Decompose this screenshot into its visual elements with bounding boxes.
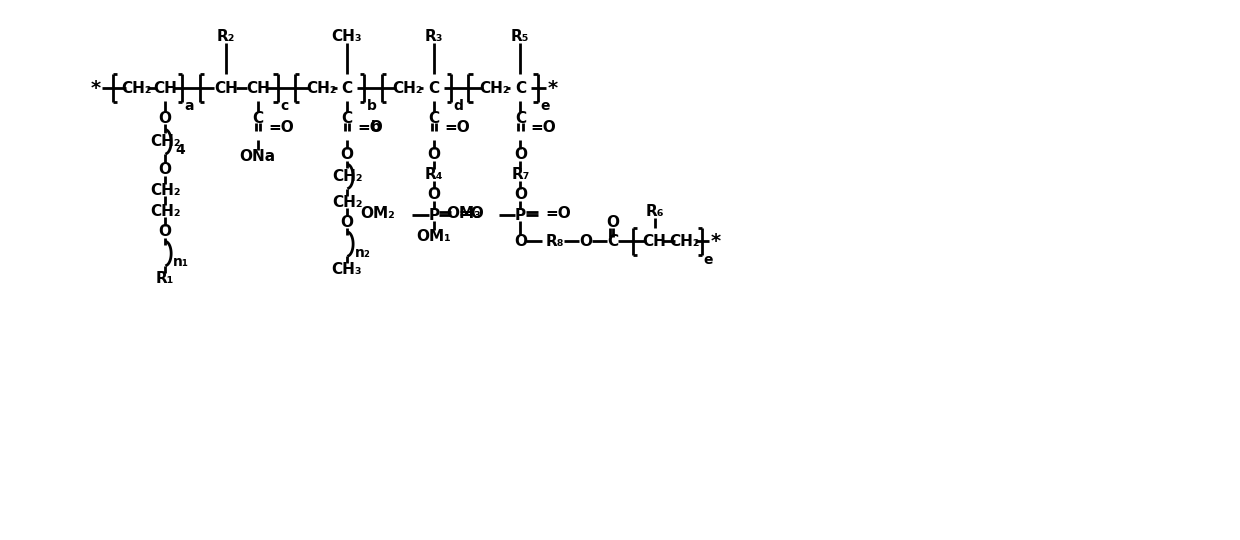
Text: P: P: [428, 208, 439, 223]
Text: C: C: [608, 234, 619, 249]
Text: CH: CH: [642, 234, 667, 249]
Text: O: O: [159, 162, 171, 177]
Text: CH₂: CH₂: [150, 204, 180, 219]
Text: OM₁: OM₁: [417, 229, 451, 244]
Text: O: O: [580, 234, 593, 249]
Text: CH₃: CH₃: [332, 262, 362, 276]
Text: CH: CH: [213, 80, 238, 96]
Text: CH: CH: [154, 80, 177, 96]
Text: *: *: [711, 232, 720, 251]
Text: =O: =O: [268, 119, 294, 134]
Text: CH₂: CH₂: [150, 134, 180, 149]
Text: CH₂: CH₂: [393, 80, 423, 96]
Text: ONa: ONa: [239, 149, 275, 164]
Text: O: O: [513, 234, 527, 249]
Text: CH₂: CH₂: [122, 80, 151, 96]
Text: C: C: [341, 80, 352, 96]
Text: C: C: [515, 80, 526, 96]
Text: e: e: [541, 99, 551, 113]
Text: =O: =O: [531, 119, 557, 134]
Text: OM₃: OM₃: [446, 206, 481, 221]
Text: O: O: [159, 225, 171, 239]
Text: R₃: R₃: [424, 29, 443, 44]
Text: C: C: [515, 111, 526, 126]
Text: C: C: [428, 111, 439, 126]
Text: C: C: [341, 111, 352, 126]
Text: CH₂: CH₂: [306, 80, 336, 96]
Text: n₁: n₁: [172, 255, 188, 269]
Text: =O: =O: [444, 119, 470, 134]
Text: O: O: [428, 147, 440, 162]
Text: CH₂: CH₂: [332, 195, 362, 210]
Text: R₇: R₇: [511, 167, 529, 182]
Text: O: O: [606, 215, 620, 230]
Text: O: O: [341, 147, 353, 162]
Text: CH₂: CH₂: [332, 169, 362, 184]
Text: C: C: [428, 80, 439, 96]
Text: =O: =O: [459, 206, 485, 221]
Text: O: O: [513, 147, 527, 162]
Text: c: c: [280, 99, 289, 113]
Text: R₄: R₄: [424, 167, 443, 182]
Text: CH: CH: [246, 80, 270, 96]
Text: R₂: R₂: [217, 29, 234, 44]
Text: P: P: [515, 208, 526, 223]
Text: O: O: [428, 187, 440, 202]
Text: CH₂: CH₂: [670, 234, 701, 249]
Text: CH₃: CH₃: [332, 29, 362, 44]
Text: 4: 4: [176, 144, 186, 158]
Text: CH₂: CH₂: [150, 183, 180, 198]
Text: b: b: [367, 99, 377, 113]
Text: b: b: [371, 120, 381, 134]
Text: R₅: R₅: [511, 29, 529, 44]
Text: =O: =O: [357, 119, 383, 134]
Text: R₁: R₁: [156, 271, 175, 286]
Text: *: *: [547, 78, 558, 98]
Text: C: C: [252, 111, 263, 126]
Text: d: d: [453, 99, 463, 113]
Text: O: O: [513, 187, 527, 202]
Text: O: O: [159, 111, 171, 126]
Text: OM₂: OM₂: [360, 206, 394, 221]
Text: e: e: [703, 253, 713, 267]
Text: CH₂: CH₂: [479, 80, 510, 96]
Text: R₈: R₈: [546, 234, 564, 249]
Text: O: O: [341, 215, 353, 230]
Text: R₆: R₆: [645, 204, 663, 219]
Text: =O: =O: [546, 206, 572, 221]
Text: a: a: [185, 99, 195, 113]
Text: n₂: n₂: [355, 246, 371, 260]
Text: *: *: [91, 78, 100, 98]
